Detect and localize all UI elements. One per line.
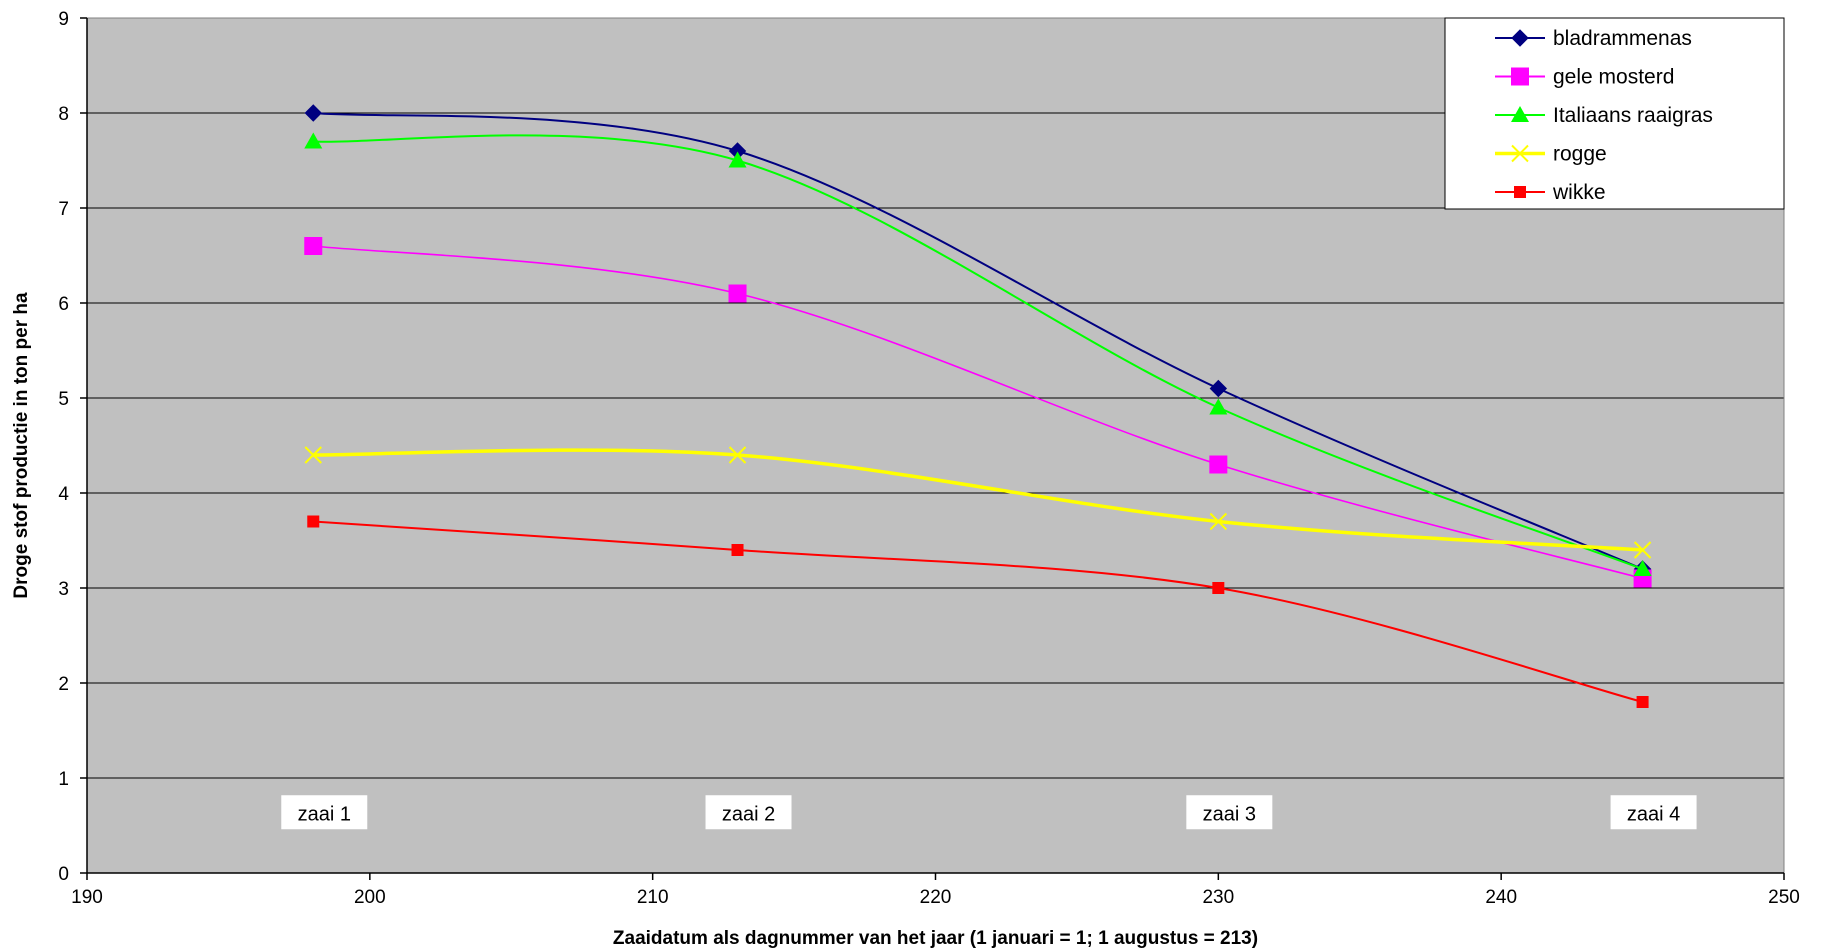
annotations: zaai 1 zaai 2 zaai 3 zaai 4 bbox=[281, 795, 1697, 830]
legend-entry: Italiaans raaigras bbox=[1495, 104, 1713, 127]
legend: bladrammenas gele mosterd Italiaans raaigr… bbox=[1444, 17, 1785, 210]
series-line bbox=[313, 448, 1643, 552]
data-point bbox=[1209, 398, 1228, 415]
legend-marker bbox=[1511, 144, 1529, 163]
x-tick-label: 220 bbox=[920, 887, 952, 908]
data-point bbox=[728, 446, 747, 464]
legend-label: bladrammenas bbox=[1553, 27, 1692, 50]
series-line bbox=[313, 134, 1643, 570]
y-axis-title: Droge stof productie in ton per ha bbox=[11, 292, 32, 599]
y-tick-label: 0 bbox=[58, 864, 69, 885]
y-tick-label: 5 bbox=[58, 389, 69, 410]
data-point bbox=[304, 237, 323, 255]
data-point bbox=[1209, 512, 1228, 531]
y-tick-label: 6 bbox=[58, 294, 69, 315]
x-tick-label: 210 bbox=[637, 887, 669, 908]
data-point bbox=[1633, 541, 1652, 559]
data-point bbox=[728, 151, 747, 168]
sowing-label-text: zaai 1 bbox=[298, 803, 351, 825]
data-point bbox=[304, 132, 323, 149]
data-point bbox=[304, 446, 322, 464]
y-tick-label: 8 bbox=[58, 104, 69, 125]
series-line bbox=[313, 112, 1643, 570]
sowing-label-box bbox=[705, 795, 792, 830]
series-line bbox=[313, 520, 1643, 703]
legend-entry: gele mosterd bbox=[1495, 66, 1674, 89]
series-2 bbox=[304, 132, 1652, 576]
y-tick-label: 9 bbox=[58, 9, 69, 30]
data-point bbox=[307, 515, 320, 528]
sowing-label-text: zaai 4 bbox=[1627, 803, 1680, 825]
sowing-label-box bbox=[1186, 795, 1273, 830]
y-tick-label: 1 bbox=[58, 769, 69, 790]
data-point bbox=[304, 104, 322, 122]
x-tick-label: 250 bbox=[1768, 887, 1800, 908]
legend-marker bbox=[1511, 29, 1529, 47]
sowing-label-text: zaai 2 bbox=[722, 803, 775, 825]
legend-marker bbox=[1511, 67, 1529, 86]
y-tick-label: 7 bbox=[58, 199, 69, 220]
sowing-label: zaai 2 bbox=[705, 795, 792, 830]
legend-box bbox=[1444, 17, 1785, 210]
legend-entry: rogge bbox=[1495, 143, 1607, 166]
y-tick-labels: 0 1 2 3 4 5 6 7 8 9 bbox=[58, 9, 69, 885]
legend-label: rogge bbox=[1553, 143, 1607, 166]
data-point bbox=[1209, 379, 1228, 398]
y-tick-label: 2 bbox=[58, 674, 69, 695]
x-tick-labels: 190 200 210 220 230 240 250 bbox=[71, 887, 1800, 908]
axes bbox=[80, 17, 1785, 880]
x-axis-title: Zaaidatum als dagnummer van het jaar (1 … bbox=[613, 928, 1258, 949]
x-tick-label: 190 bbox=[71, 887, 103, 908]
sowing-label: zaai 4 bbox=[1610, 795, 1697, 830]
series-group bbox=[304, 104, 1652, 708]
series-4 bbox=[307, 515, 1649, 708]
series-line bbox=[313, 245, 1643, 580]
x-tick-label: 230 bbox=[1202, 887, 1234, 908]
series-3 bbox=[304, 446, 1652, 559]
data-point bbox=[1212, 582, 1225, 594]
data-point bbox=[728, 284, 747, 303]
sowing-label-box bbox=[281, 795, 368, 830]
series-1 bbox=[304, 237, 1652, 588]
data-point bbox=[731, 544, 744, 556]
y-tick-label: 3 bbox=[58, 579, 69, 600]
sowing-label: zaai 1 bbox=[281, 795, 368, 830]
x-tick-label: 240 bbox=[1485, 887, 1517, 908]
legend-marker bbox=[1514, 186, 1526, 198]
legend-marker bbox=[1511, 106, 1529, 122]
data-point bbox=[1633, 560, 1652, 576]
data-point bbox=[1636, 696, 1649, 708]
sowing-label-box bbox=[1610, 795, 1697, 830]
legend-label: Italiaans raaigras bbox=[1553, 104, 1713, 127]
x-tick-label: 200 bbox=[354, 887, 386, 908]
data-point bbox=[1209, 455, 1228, 474]
sowing-label: zaai 3 bbox=[1186, 795, 1273, 830]
legend-entry: wikke bbox=[1495, 181, 1606, 204]
legend-entry: bladrammenas bbox=[1495, 27, 1692, 50]
y-tick-label: 4 bbox=[58, 484, 69, 505]
legend-label: gele mosterd bbox=[1553, 66, 1674, 89]
legend-label: wikke bbox=[1552, 181, 1606, 204]
sowing-label-text: zaai 3 bbox=[1203, 803, 1256, 825]
